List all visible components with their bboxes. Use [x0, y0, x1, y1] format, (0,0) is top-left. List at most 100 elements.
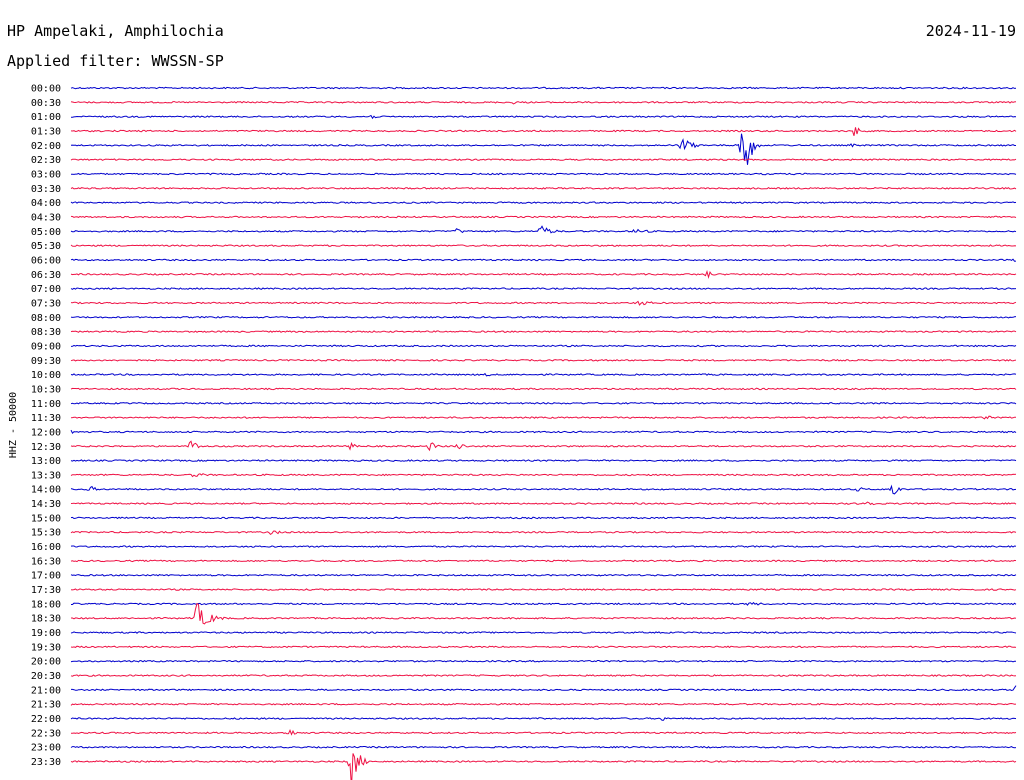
- trace-line: [70, 344, 1017, 348]
- row-label: 09:30: [31, 356, 61, 367]
- trace-line: [70, 201, 1017, 204]
- trace-line: [70, 745, 1017, 749]
- trace-line: [70, 674, 1017, 677]
- row-label: 08:00: [31, 313, 61, 324]
- trace-line: [70, 645, 1017, 649]
- row-label: 10:00: [31, 370, 61, 381]
- trace-line: [70, 473, 1017, 478]
- trace-line: [70, 753, 1017, 780]
- trace-line: [70, 588, 1017, 591]
- row-label: 19:30: [31, 642, 61, 653]
- trace-line: [70, 484, 1017, 495]
- row-label: 11:00: [31, 399, 61, 410]
- trace-line: [70, 258, 1017, 262]
- trace-line: [70, 114, 1017, 120]
- trace-line: [70, 659, 1017, 663]
- trace-line: [70, 100, 1017, 105]
- trace-line: [70, 172, 1017, 176]
- trace-line: [70, 440, 1017, 452]
- row-label: 15:00: [31, 513, 61, 524]
- row-label: 06:00: [31, 256, 61, 267]
- row-label: 01:30: [31, 127, 61, 138]
- trace-line: [70, 559, 1017, 563]
- trace-line: [70, 225, 1017, 234]
- row-label: 22:00: [31, 714, 61, 725]
- row-label: 17:00: [31, 571, 61, 582]
- row-label: 10:30: [31, 384, 61, 395]
- row-label: 21:00: [31, 685, 61, 696]
- trace-line: [70, 127, 1017, 136]
- trace-line: [70, 501, 1017, 506]
- row-label: 02:00: [31, 141, 61, 152]
- trace-line: [71, 601, 1017, 606]
- row-label: 13:00: [31, 456, 61, 467]
- row-label: 07:30: [31, 298, 61, 309]
- row-label: 16:00: [31, 542, 61, 553]
- trace-line: [70, 300, 1017, 306]
- row-label: 23:30: [31, 757, 61, 768]
- row-label: 00:30: [31, 98, 61, 109]
- trace-line: [71, 602, 1017, 625]
- trace-line: [70, 372, 1017, 377]
- trace-line: [70, 401, 1017, 405]
- row-label: 16:30: [31, 556, 61, 567]
- row-label: 09:00: [31, 341, 61, 352]
- row-label: 20:30: [31, 671, 61, 682]
- row-labels: 00:00 00:30 01:00 01:30 02:00 02:30 03:00 03:30…: [31, 84, 61, 769]
- trace-line: [70, 269, 1017, 280]
- trace-line: [70, 86, 1017, 90]
- trace-line: [70, 545, 1017, 548]
- row-label: 05:00: [31, 227, 61, 238]
- trace-line: [70, 315, 1017, 319]
- row-label: 17:30: [31, 585, 61, 596]
- trace-line: [70, 330, 1017, 333]
- row-label: 18:30: [31, 614, 61, 625]
- row-label: 01:00: [31, 112, 61, 123]
- station-title: HP Ampelaki, Amphilochia: [7, 22, 224, 40]
- row-label: 07:00: [31, 284, 61, 295]
- trace-line: [70, 702, 1017, 706]
- row-label: 06:30: [31, 270, 61, 281]
- trace-line: [70, 158, 1017, 161]
- row-label: 05:30: [31, 241, 61, 252]
- trace-line: [71, 685, 1017, 692]
- row-label: 14:00: [31, 485, 61, 496]
- row-label: 15:30: [31, 528, 61, 539]
- row-label: 03:30: [31, 184, 61, 195]
- row-label: 04:30: [31, 213, 61, 224]
- row-label: 19:00: [31, 628, 61, 639]
- trace-line: [70, 387, 1017, 391]
- row-label: 23:00: [31, 743, 61, 754]
- row-label: 12:00: [31, 427, 61, 438]
- trace-line: [70, 358, 1017, 362]
- trace-line: [70, 415, 1016, 420]
- row-label: 02:30: [31, 155, 61, 166]
- row-label: 08:30: [31, 327, 61, 338]
- trace-line: [70, 215, 1017, 219]
- trace-line: [70, 186, 1017, 190]
- filter-label: Applied filter: WWSSN-SP: [7, 52, 224, 70]
- row-label: 13:30: [31, 470, 61, 481]
- row-label: 14:30: [31, 499, 61, 510]
- row-label: 00:00: [31, 84, 61, 95]
- trace-line: [70, 287, 1017, 290]
- trace-line: [70, 631, 1017, 634]
- trace-line: [70, 530, 1017, 536]
- trace-line: [70, 133, 1016, 165]
- trace-line: [70, 459, 1017, 462]
- channel-label: HHZ - 50000: [8, 392, 19, 458]
- trace-line: [70, 244, 1017, 247]
- trace-line: [70, 728, 1017, 736]
- row-label: 03:00: [31, 170, 61, 181]
- row-label: 20:00: [31, 657, 61, 668]
- row-label: 11:30: [31, 413, 61, 424]
- row-label: 22:30: [31, 728, 61, 739]
- trace-line: [70, 717, 1017, 721]
- row-label: 21:30: [31, 700, 61, 711]
- date-label: 2024-11-19: [926, 22, 1016, 40]
- trace-line: [70, 429, 1017, 435]
- trace-line: [70, 516, 1017, 520]
- traces: [70, 86, 1017, 780]
- row-label: 04:00: [31, 198, 61, 209]
